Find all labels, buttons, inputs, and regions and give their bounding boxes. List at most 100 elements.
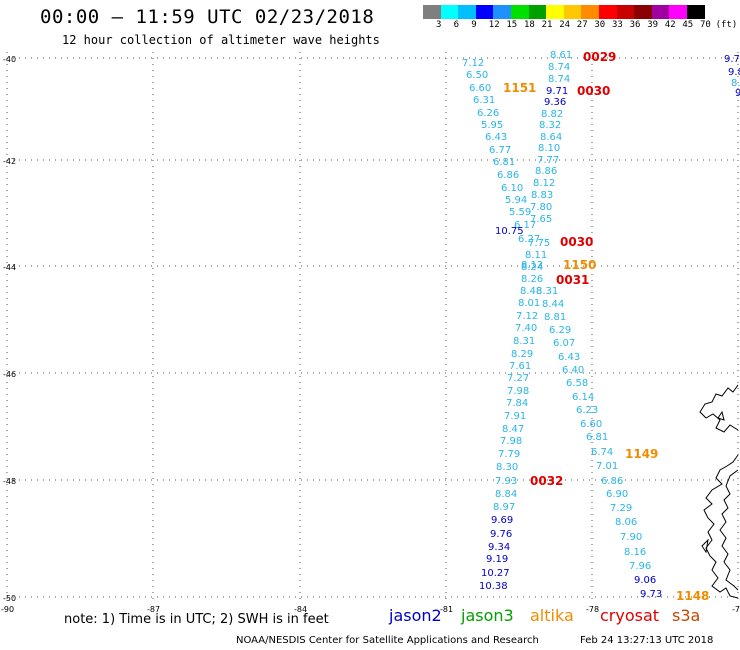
wave-height-label: 8.74 <box>548 62 570 73</box>
scale-swatch <box>528 5 547 19</box>
wave-height-label: 10.75 <box>495 226 524 237</box>
wave-height-label: 6.50 <box>466 70 488 81</box>
coastline <box>701 538 709 554</box>
wave-height-label: 8.0 <box>731 78 740 89</box>
wave-height-label: 6.27 <box>518 234 540 245</box>
wave-height-label: 6.81 <box>586 432 608 443</box>
scale-label: 24 <box>559 20 571 30</box>
scale-label: (ft) <box>715 20 738 30</box>
coastline <box>703 454 739 599</box>
wave-height-label: 6.43 <box>485 132 507 143</box>
wave-height-label: 8.82 <box>541 109 563 120</box>
wave-height-label: 8.64 <box>540 132 562 143</box>
wave-height-label: 8.30 <box>496 462 518 473</box>
wave-height-label: 7.29 <box>610 503 632 514</box>
scale-label: 21 <box>541 20 553 30</box>
lat-label: -44 <box>3 263 16 272</box>
pass-time-label: 0032 <box>530 474 563 488</box>
wave-height-label: 6.31 <box>473 95 495 106</box>
footer-note: note: 1) Time is in UTC; 2) SWH is in fe… <box>64 612 329 627</box>
satellite-legend-cryosat: cryosat <box>600 606 660 625</box>
wave-height-label: 7.40 <box>515 323 537 334</box>
scale-label: 45 <box>682 20 694 30</box>
wave-height-label: 7.77 <box>537 155 559 166</box>
satellite-legend-s3a: s3a <box>672 606 701 625</box>
lon-label: -84 <box>294 605 307 614</box>
wave-height-label: 9.69 <box>491 515 513 526</box>
wave-height-label: 8.97 <box>493 502 515 513</box>
wave-height-label: 8.12 <box>533 178 555 189</box>
wave-height-label: 9.71 <box>546 86 568 97</box>
lat-label: -50 <box>3 594 16 603</box>
lon-label: -90 <box>1 605 14 614</box>
wave-height-label: 8.11 <box>525 250 547 261</box>
wave-height-label: 9.78 <box>724 54 740 65</box>
credit-text: NOAA/NESDIS Center for Satellite Applica… <box>236 635 539 646</box>
wave-height-label: 9. <box>735 88 740 99</box>
wave-height-label: 6.60 <box>580 419 602 430</box>
wave-height-color-scale: 3 6 9 12 15 18 21 24 27 30 33 36 39 42 45 70 (ft) <box>423 5 737 33</box>
wave-height-label: 7.01 <box>596 461 618 472</box>
wave-height-label: 6.86 <box>497 170 519 181</box>
lat-label: -42 <box>3 157 16 166</box>
wave-height-label: 8.86 <box>535 166 557 177</box>
wave-height-label: 8.47 <box>502 424 524 435</box>
wave-height-label: 6.77 <box>489 145 511 156</box>
wave-height-label: 7.27 <box>507 373 529 384</box>
wave-height-label: 7.75 <box>528 238 550 249</box>
scale-label: 36 <box>629 20 641 30</box>
scale-swatch <box>458 5 476 19</box>
coastline <box>699 384 739 433</box>
wave-height-label: 7.65 <box>530 214 552 225</box>
wave-height-label: 9. <box>0 0 10 3</box>
wave-height-label: 7.12 <box>516 311 538 322</box>
scale-swatch <box>651 5 670 19</box>
scale-swatch <box>598 5 617 19</box>
wave-height-label: 8.83 <box>531 190 553 201</box>
wave-height-label: 8.31 <box>536 286 558 297</box>
wave-height-label: 6.10 <box>501 183 523 194</box>
wave-height-label: 7.98 <box>500 436 522 447</box>
wave-height-label: 9.86 <box>728 67 740 78</box>
scale-swatch <box>510 5 529 19</box>
wave-height-label: 8.74 <box>548 74 570 85</box>
satellite-legend-altika: altika <box>530 606 574 625</box>
scale-label: 33 <box>612 20 623 30</box>
wave-height-label: 7.98 <box>507 386 529 397</box>
scale-swatch <box>686 5 705 19</box>
wave-height-label: 7.93 <box>495 476 517 487</box>
scale-swatch <box>616 5 635 19</box>
scale-label: 3 <box>436 20 442 30</box>
wave-height-label: 8.44 <box>542 299 564 310</box>
wave-height-label: 7.80 <box>530 202 552 213</box>
wave-height-label: 6.07 <box>553 338 575 349</box>
wave-height-label: 6.81 <box>493 157 515 168</box>
scale-label: 30 <box>594 20 606 30</box>
scale-label: 39 <box>647 20 659 30</box>
wave-height-label: 8.16 <box>624 547 646 558</box>
wave-height-label: 5.95 <box>481 120 503 131</box>
pass-time-label: 0029 <box>583 50 616 64</box>
scale-swatch <box>634 5 652 19</box>
wave-height-label: 7.79 <box>498 449 520 460</box>
wave-height-label: 6.29 <box>549 325 571 336</box>
wave-height-label: 9.06 <box>634 575 656 586</box>
scale-label: 6 <box>453 20 460 30</box>
wave-height-label: 9.19 <box>486 554 508 565</box>
wave-height-label: 9.34 <box>488 542 510 553</box>
pass-time-label: 1148 <box>676 589 709 603</box>
wave-height-label: 9.36 <box>544 97 566 108</box>
pass-time-label: 0030 <box>577 84 610 98</box>
wave-height-label: 7.12 <box>462 58 484 69</box>
wave-height-label: 8.84 <box>495 489 517 500</box>
scale-swatch <box>475 5 494 19</box>
wave-height-label: 6.40 <box>562 365 584 376</box>
wave-height-label: 9. <box>0 0 10 3</box>
wave-height-label: 8.32 <box>539 120 561 131</box>
wave-height-label: 8.61 <box>550 50 572 61</box>
pass-time-label: 1151 <box>503 81 536 95</box>
wave-height-label: 6.23 <box>576 405 598 416</box>
scale-label: 9 <box>471 20 477 30</box>
wave-height-label: 6.60 <box>469 83 491 94</box>
